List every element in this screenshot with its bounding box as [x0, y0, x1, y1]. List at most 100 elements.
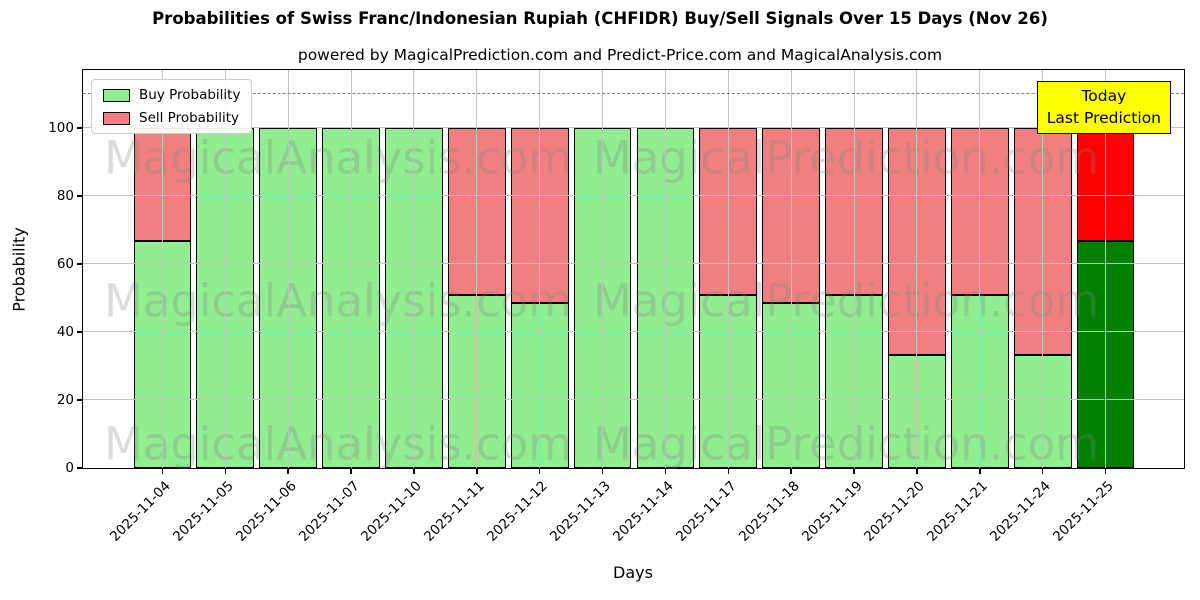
x-tick-label: 2025-11-21 — [924, 478, 992, 545]
bar-cell: 2025-11-10 — [358, 70, 446, 545]
bar-cell: 2025-11-12 — [484, 70, 571, 545]
bar-cell: 2025-11-25 — [1050, 70, 1137, 545]
x-tick-label: 2025-11-11 — [421, 478, 489, 545]
x-tick-mark — [413, 469, 415, 474]
bar-segment-sell — [699, 127, 758, 295]
stacked-bar — [447, 127, 506, 468]
legend-label: Sell Probability — [139, 110, 240, 126]
plot-area: 2025-11-04 2025-11-05 2025-11-06 — [48, 69, 1185, 545]
bar-cell: 2025-11-20 — [861, 70, 949, 545]
bar-cell: 2025-11-05 — [170, 70, 257, 545]
y-tick-mark — [77, 127, 82, 129]
y-tick-label: 40 — [56, 323, 74, 340]
bar-segment-buy — [510, 302, 569, 468]
bar-segment-buy — [699, 294, 758, 468]
y-tick-mark — [77, 195, 82, 197]
bar-segment-sell — [950, 127, 1009, 295]
bar-segment-buy — [133, 241, 192, 468]
x-tick-mark — [853, 469, 855, 474]
bar-segment-sell — [447, 127, 506, 295]
x-tick-mark — [916, 469, 918, 474]
x-tick-label: 2025-11-24 — [987, 478, 1055, 545]
y-tick-mark — [77, 331, 82, 333]
y-tick-label: 20 — [56, 391, 74, 408]
bar-cell: 2025-11-19 — [799, 70, 886, 545]
x-tick-mark — [287, 469, 289, 474]
y-tick-mark — [77, 399, 82, 401]
x-tick-label: 2025-11-07 — [295, 478, 363, 545]
x-tick-label: 2025-11-18 — [735, 478, 803, 545]
stacked-bar — [385, 127, 443, 468]
stacked-bar — [196, 127, 255, 468]
x-tick-mark — [727, 469, 730, 474]
x-tick-mark — [1104, 469, 1107, 474]
x-tick-mark — [476, 469, 478, 474]
bar-row: 2025-11-04 2025-11-05 2025-11-06 — [83, 70, 1184, 545]
x-tick-label: 2025-11-05 — [169, 478, 237, 545]
bar-cell: 2025-11-06 — [233, 70, 320, 545]
legend-label: Buy Probability — [139, 87, 241, 103]
today-annotation: Today Last Prediction — [1036, 81, 1171, 134]
bar-cell: 2025-11-13 — [547, 70, 634, 545]
sell-swatch-icon — [103, 111, 130, 125]
stacked-bar — [1076, 127, 1135, 468]
bar-segment-sell — [888, 127, 946, 355]
y-tick-label: 60 — [56, 255, 74, 272]
bar-segment-buy — [1076, 241, 1135, 468]
x-tick-label: 2025-11-17 — [672, 478, 740, 545]
x-tick-mark — [350, 469, 352, 474]
bar-segment-buy — [762, 302, 821, 468]
bar-segment-buy — [259, 127, 318, 468]
x-tick-label: 2025-11-19 — [798, 478, 866, 545]
today-annotation-line1: Today — [1081, 87, 1127, 105]
y-tick-label: 80 — [56, 187, 74, 204]
y-tick-mark — [77, 263, 82, 265]
bar-segment-sell — [1013, 127, 1072, 355]
stacked-bar — [699, 127, 758, 468]
stacked-bar — [133, 127, 192, 468]
stacked-bar — [762, 127, 821, 468]
bar-cell: 2025-11-24 — [987, 70, 1074, 545]
y-axis-label: Probability — [9, 227, 29, 312]
y-tick-mark — [77, 467, 82, 469]
x-tick-label: 2025-11-12 — [484, 478, 552, 545]
x-tick-mark — [790, 469, 792, 474]
stacked-bar — [636, 127, 695, 468]
x-tick-label: 2025-11-20 — [861, 478, 929, 545]
bar-segment-buy — [447, 294, 506, 468]
stacked-bar — [1013, 127, 1072, 468]
bar-cell: 2025-11-07 — [296, 70, 383, 545]
bar-segment-buy — [636, 127, 695, 468]
bar-segment-buy — [888, 354, 946, 468]
bar-segment-sell — [1076, 127, 1135, 242]
bar-cell: 2025-11-17 — [673, 70, 760, 545]
x-tick-mark — [979, 469, 981, 474]
bar-cell: 2025-11-21 — [924, 70, 1011, 545]
buy-swatch-icon — [103, 88, 130, 102]
bar-cell: 2025-11-04 — [107, 70, 194, 545]
x-tick-label: 2025-11-14 — [609, 478, 677, 545]
x-tick-mark — [601, 469, 604, 474]
bar-segment-buy — [825, 294, 883, 468]
bar-segment-buy — [950, 294, 1009, 468]
chart-legend: Buy Probability Sell Probability — [91, 79, 253, 134]
stacked-bar — [322, 127, 380, 468]
stacked-bar — [888, 127, 946, 468]
stacked-bar — [510, 127, 569, 468]
bar-segment-buy — [322, 127, 380, 468]
chart-title: Probabilities of Swiss Franc/Indonesian … — [152, 9, 1048, 28]
x-tick-mark — [224, 469, 227, 474]
x-tick-label: 2025-11-04 — [106, 478, 174, 545]
y-tick-label: 0 — [65, 460, 74, 476]
bar-segment-sell — [825, 127, 883, 295]
x-tick-label: 2025-11-10 — [358, 478, 426, 545]
x-tick-mark — [538, 469, 541, 474]
x-tick-label: 2025-11-13 — [547, 478, 614, 545]
bar-segment-buy — [573, 127, 632, 468]
bar-segment-sell — [762, 127, 821, 303]
x-tick-mark — [161, 469, 164, 474]
bar-cell: 2025-11-11 — [421, 70, 508, 545]
stacked-bar — [259, 127, 318, 468]
x-tick-mark — [1041, 469, 1044, 474]
stacked-bar — [573, 127, 632, 468]
